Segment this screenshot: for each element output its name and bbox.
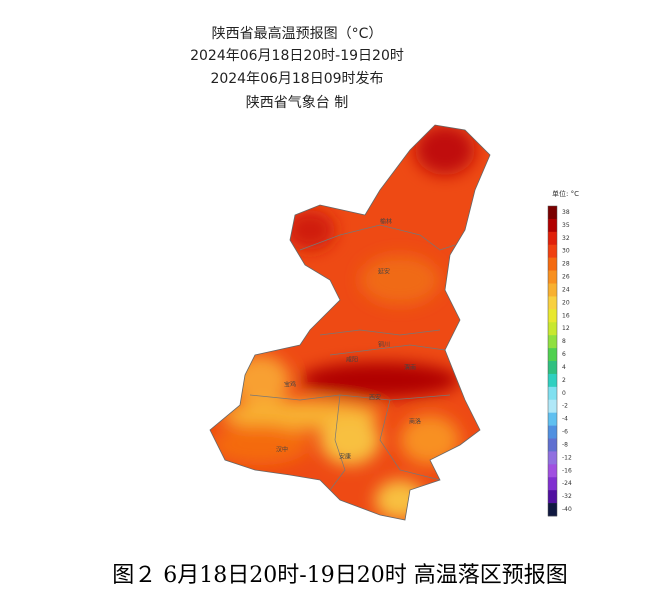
legend-swatch [548,399,557,413]
issued: 2024年06月18日09时发布 [210,71,383,87]
legend-swatch [548,451,557,465]
legend-label: -32 [562,493,572,500]
legend-swatch [548,322,557,336]
legend-swatch [548,296,557,310]
legend-frame [547,205,558,517]
legend-swatch [548,257,557,271]
legend-unit: 单位: °C [552,189,579,198]
legend-swatch [548,373,557,388]
legend-swatch [548,309,557,323]
legend-label: -4 [562,416,568,423]
legend-label: -12 [562,454,572,461]
legend-label: 2 [562,377,566,384]
legend-label: 28 [562,261,570,268]
legend-swatch [548,464,557,478]
legend-swatch [548,244,557,258]
city-label: 商洛 [409,418,421,426]
legend-label: 32 [562,235,570,242]
city-label: 榆林 [380,218,392,226]
city-label: 铜川 [378,341,390,349]
legend-label: 16 [562,312,570,319]
legend-swatch [548,425,557,439]
city-label: 宝鸡 [284,381,296,389]
city-label: 延安 [378,268,390,276]
legend-label: 6 [562,351,566,358]
city-label: 汉中 [276,446,288,454]
legend-swatch [548,438,557,452]
legend-label: 20 [562,299,570,306]
caption: 图２ 6月18日20时-19日20时 高温落区预报图 [112,563,567,588]
legend-swatch [548,218,557,233]
city-label: 咸阳 [346,356,358,364]
legend-label: 24 [562,286,570,293]
legend-label: -8 [562,441,568,448]
legend-label: -40 [562,506,572,513]
legend-swatch [548,231,557,246]
legend-label: 4 [562,364,566,371]
legend-label: 12 [562,325,570,332]
legend-swatch [548,206,557,220]
period: 2024年06月18日20时-19日20时 [190,48,404,64]
legend-swatch [548,335,557,349]
legend-label: -16 [562,467,572,474]
legend-swatch [548,503,557,517]
boundaries [249,224,456,491]
legend-label: 30 [562,248,570,255]
map-title: 陕西省最高温预报图（°C） [212,25,383,42]
legend-label: -2 [562,403,568,410]
legend-label: 35 [562,222,570,229]
legend-swatch [548,477,557,491]
legend-swatch [548,412,557,426]
legend-swatch [548,283,557,297]
legend-label: 38 [562,209,570,216]
temperature-map [210,125,490,520]
legend-label: -24 [562,480,572,487]
legend-label: 0 [562,390,566,397]
legend-swatch [548,490,557,504]
legend-swatch [548,386,557,401]
legend-swatch [548,270,557,284]
city-label: 渭南 [404,364,416,372]
city-label: 安康 [339,453,351,461]
province-outline [209,124,491,521]
legend-label: -6 [562,429,568,436]
producer: 陕西省气象台 制 [246,95,348,111]
legend-swatch [548,361,557,375]
legend-label: 8 [562,338,566,345]
legend-swatch [548,348,557,362]
legend-label: 26 [562,274,570,281]
city-label: 西安 [369,394,381,402]
